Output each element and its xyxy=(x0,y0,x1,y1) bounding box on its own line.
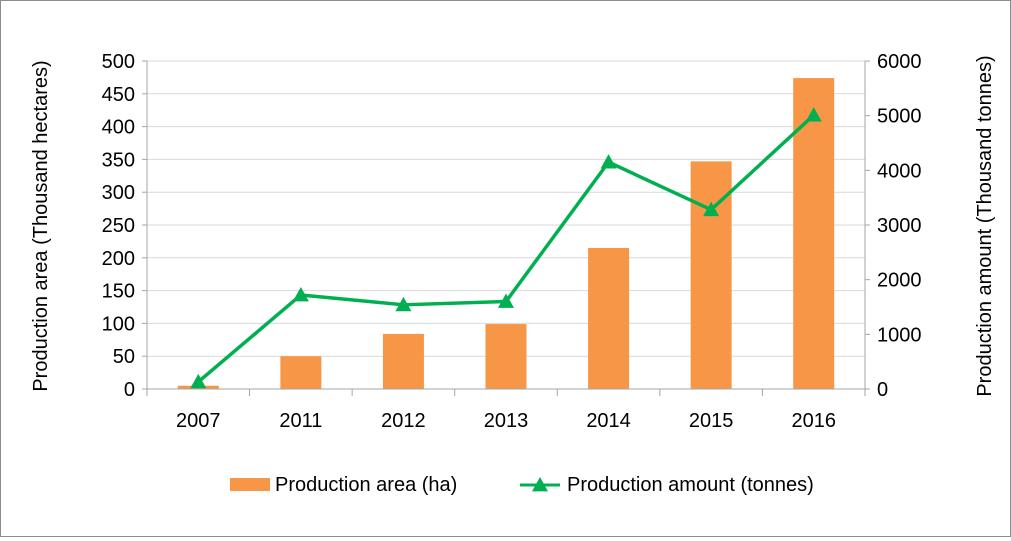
category-label: 2011 xyxy=(279,410,322,432)
bar-2011 xyxy=(280,356,322,389)
right-tick-label: 2000 xyxy=(877,270,922,292)
left-tick-label: 50 xyxy=(113,346,135,368)
axes xyxy=(142,60,870,396)
line-point-2011 xyxy=(292,286,309,302)
right-tick-label: 6000 xyxy=(877,51,922,73)
left-tick-labels: 0 50 100 150 200 250 300 350 400 450 500 xyxy=(102,51,135,401)
left-tick-label: 100 xyxy=(102,313,135,335)
legend-marker-triangle xyxy=(532,477,548,492)
left-tick-label: 200 xyxy=(102,248,135,270)
left-tick-label: 450 xyxy=(102,84,135,106)
left-tick-label: 250 xyxy=(102,215,135,237)
left-tick-label: 150 xyxy=(102,281,135,303)
legend-label-bar: Production area (ha) xyxy=(275,474,457,496)
bar-2013 xyxy=(485,324,527,389)
left-tick-label: 0 xyxy=(124,379,135,401)
right-tick-label: 1000 xyxy=(877,324,922,346)
category-label: 2015 xyxy=(689,410,734,432)
category-label: 2007 xyxy=(176,410,221,432)
bar-2012 xyxy=(382,333,424,389)
legend: Production area (ha) Production amount (… xyxy=(230,474,814,496)
line-point-2016 xyxy=(805,107,822,122)
category-label: 2016 xyxy=(791,410,836,432)
line-point-2007 xyxy=(190,373,207,389)
gridlines xyxy=(147,60,865,357)
y-axis-left-title: Production area (Thousand hectares) xyxy=(30,60,52,391)
bar-2014 xyxy=(588,247,630,389)
category-label: 2014 xyxy=(586,410,631,432)
line-point-2012 xyxy=(395,296,412,312)
category-label: 2013 xyxy=(484,410,529,432)
left-tick-label: 350 xyxy=(102,149,135,171)
bar-2016 xyxy=(793,78,835,389)
line-point-2014 xyxy=(600,154,617,169)
legend-swatch-bar xyxy=(230,478,270,491)
right-tick-labels: 0 1000 2000 3000 4000 5000 6000 xyxy=(877,51,922,401)
legend-label-line: Production amount (tonnes) xyxy=(567,474,814,496)
category-labels: 2007 2011 2012 2013 2014 2015 2016 xyxy=(176,410,836,432)
line-point-2015 xyxy=(703,201,720,217)
y-axis-right-title: Production amount (Thousand tonnes) xyxy=(974,55,996,396)
category-label: 2012 xyxy=(381,410,426,432)
series-line xyxy=(190,107,822,389)
right-tick-label: 5000 xyxy=(877,106,922,128)
right-tick-label: 3000 xyxy=(877,215,922,237)
left-tick-label: 400 xyxy=(102,117,135,139)
left-tick-label: 300 xyxy=(102,182,135,204)
line-point-2013 xyxy=(498,293,514,308)
right-tick-label: 4000 xyxy=(877,160,922,182)
right-tick-label: 0 xyxy=(877,379,888,401)
bars xyxy=(177,78,835,389)
left-tick-label: 500 xyxy=(102,51,135,73)
